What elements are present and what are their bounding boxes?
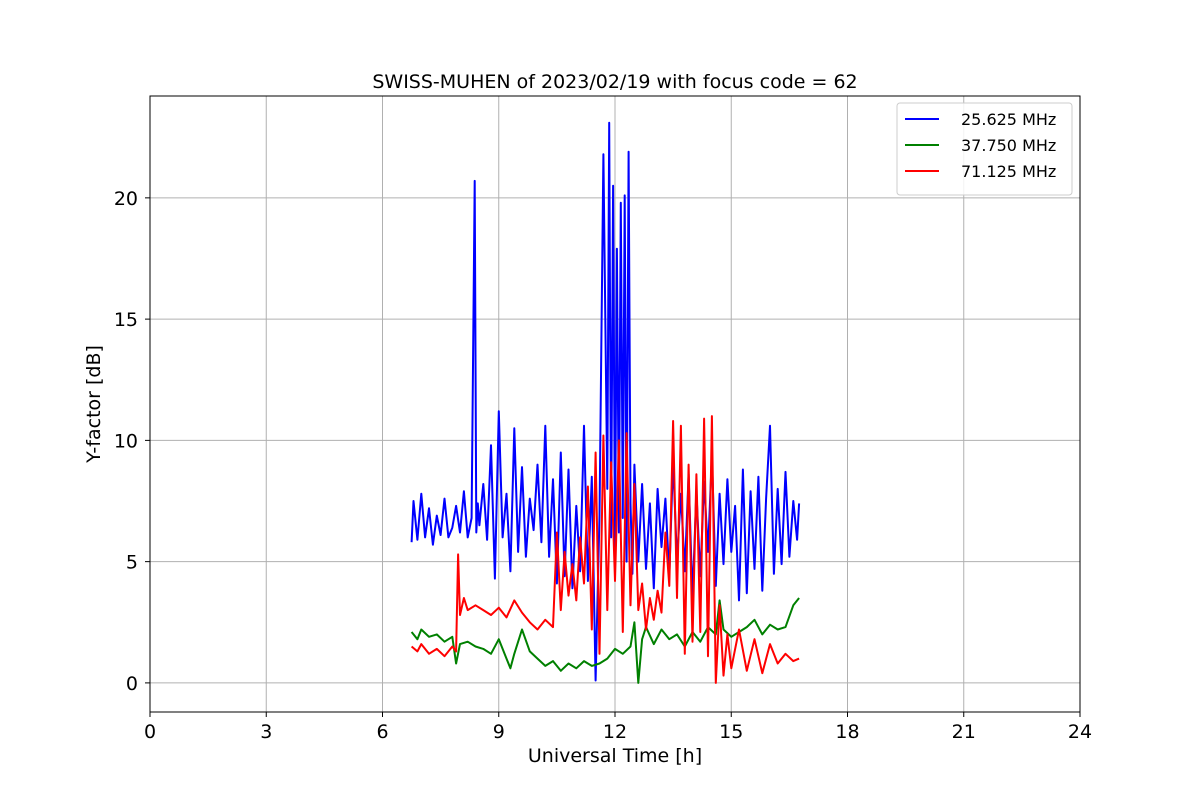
- x-tick-label: 3: [260, 721, 272, 743]
- x-tick-label: 12: [603, 721, 627, 743]
- y-axis: 0 5 10 15 20: [114, 188, 150, 695]
- y-tick-label: 5: [126, 552, 138, 574]
- y-tick-label: 10: [114, 430, 138, 452]
- legend-label: 37.750 MHz: [961, 136, 1056, 155]
- legend: 25.625 MHz 37.750 MHz 71.125 MHz: [896, 102, 1073, 196]
- legend-box: [896, 102, 1073, 196]
- x-tick-label: 18: [835, 721, 859, 743]
- x-axis-label: Universal Time [h]: [528, 745, 702, 767]
- series-line-3: [410, 415, 800, 684]
- legend-label: 25.625 MHz: [961, 110, 1056, 129]
- y-tick-label: 20: [114, 188, 138, 210]
- x-tick-label: 21: [952, 721, 976, 743]
- x-tick-label: 0: [144, 721, 156, 743]
- plot-series: [410, 121, 801, 684]
- series-line-2: [410, 597, 800, 684]
- x-tick-label: 15: [719, 721, 743, 743]
- y-axis-label: Y-factor [dB]: [83, 345, 105, 464]
- y-tick-label: 0: [126, 673, 138, 695]
- y-tick-label: 15: [114, 309, 138, 331]
- x-axis: 0 3 6 9 12 15 18 21 24: [144, 712, 1092, 743]
- x-tick-label: 24: [1068, 721, 1092, 743]
- legend-label: 71.125 MHz: [961, 162, 1056, 181]
- x-tick-label: 6: [376, 721, 388, 743]
- chart-title: SWISS-MUHEN of 2023/02/19 with focus cod…: [372, 71, 857, 93]
- series-line-1: [410, 121, 801, 682]
- x-tick-label: 9: [493, 721, 505, 743]
